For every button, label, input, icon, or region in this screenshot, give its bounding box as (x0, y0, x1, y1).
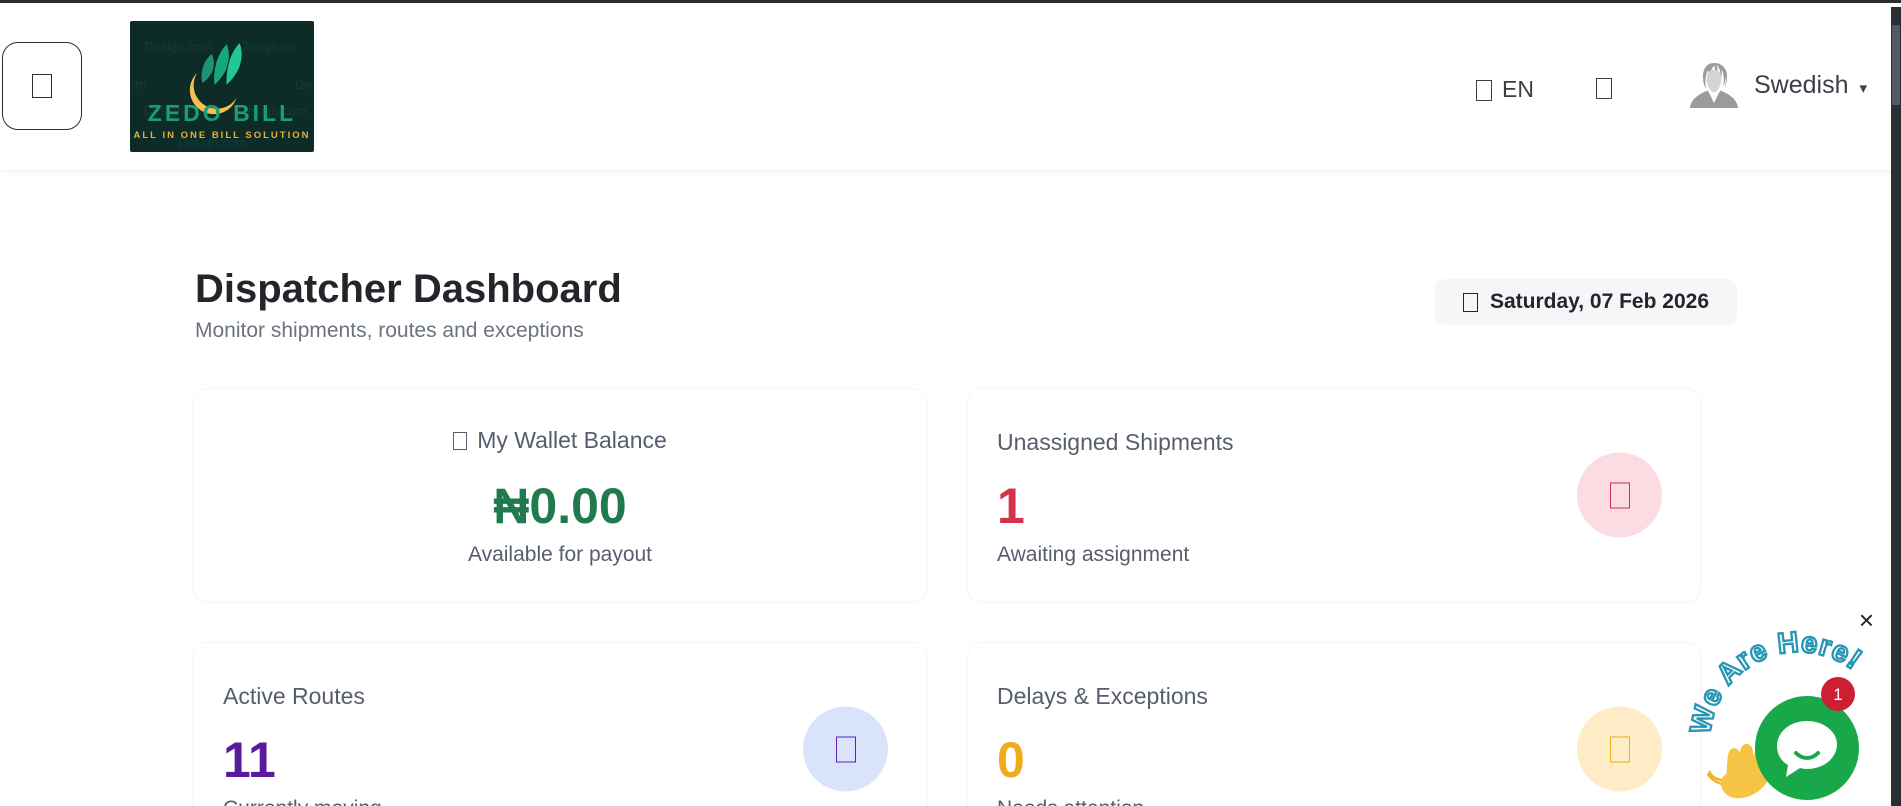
svg-text:1: 1 (1833, 685, 1842, 704)
